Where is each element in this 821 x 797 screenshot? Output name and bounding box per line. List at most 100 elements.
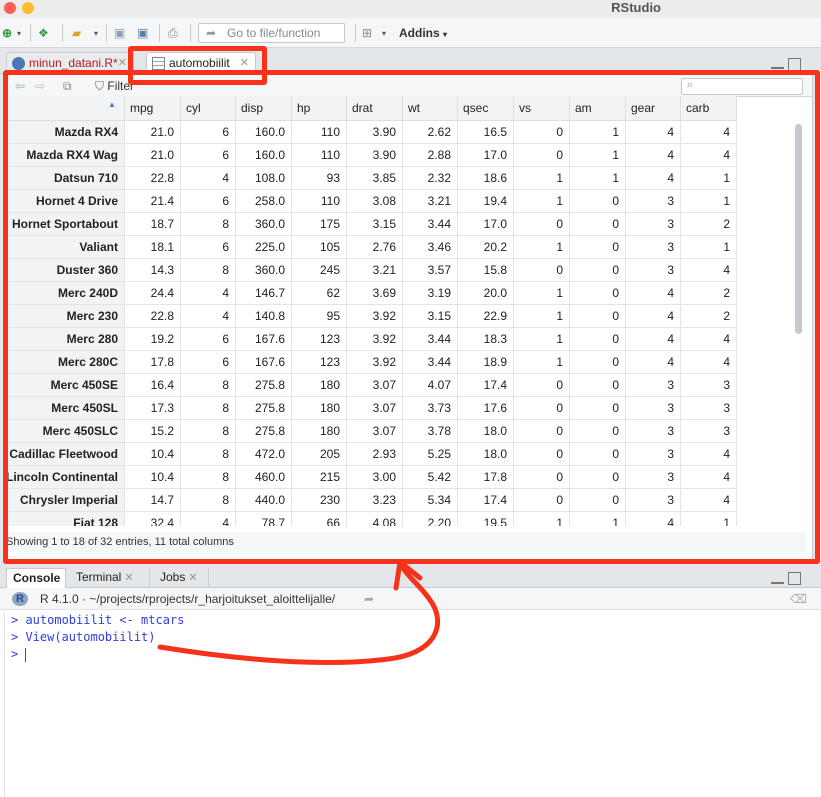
table-cell: 3.73 xyxy=(402,396,458,420)
new-file-icon[interactable]: ⊕ xyxy=(2,26,13,40)
console-header: R R 4.1.0 · ~/projects/rprojects/r_harjo… xyxy=(0,588,821,610)
table-cell: 6 xyxy=(180,350,236,374)
table-cell: 19.4 xyxy=(457,189,514,213)
popout-icon[interactable]: ⧉ xyxy=(63,78,72,93)
console-tab-bar: Console Terminal ✕ Jobs ✕ xyxy=(0,566,821,588)
tab-minun-datani[interactable]: minun_datani.R* ✕ xyxy=(6,52,134,74)
table-cell: 18.3 xyxy=(457,327,514,351)
table-cell: 160.0 xyxy=(235,120,292,144)
minimize-pane-icon[interactable] xyxy=(771,578,784,584)
table-cell: 5.34 xyxy=(402,488,458,512)
clear-console-icon[interactable]: ⌫ xyxy=(790,592,807,606)
close-tab-icon[interactable]: ✕ xyxy=(188,572,198,584)
table-cell: 2.20 xyxy=(402,511,458,526)
table-cell: 8 xyxy=(180,212,236,236)
print-icon[interactable]: ⎙ xyxy=(168,25,178,40)
main-toolbar: ⊕ ▾ ❖ ▰ ▾ ▣ ▣ ⎙ ➦ Go to file/function ⊞ … xyxy=(0,18,821,48)
minimize-pane-icon[interactable] xyxy=(771,63,784,69)
table-cell: 0 xyxy=(569,419,626,443)
pane-layout-icon[interactable]: ⊞ xyxy=(362,26,373,40)
row-name-cell: Merc 450SLC xyxy=(6,419,125,443)
close-tab-icon[interactable]: ✕ xyxy=(117,57,127,69)
table-cell: 140.8 xyxy=(235,304,292,328)
column-header-drat[interactable]: drat xyxy=(346,96,403,121)
column-header-wt[interactable]: wt xyxy=(402,96,458,121)
save-all-icon[interactable]: ▣ xyxy=(137,26,149,40)
table-header-row: mpg cyl disp hp drat wt qsec vs am gear carb xyxy=(6,96,737,121)
table-cell: 4.08 xyxy=(346,511,403,526)
table-cell: 17.8 xyxy=(457,465,514,489)
column-header-mpg[interactable]: mpg xyxy=(124,96,181,121)
open-file-icon[interactable]: ▰ xyxy=(72,26,82,40)
viewer-search-input[interactable]: ⌕ xyxy=(681,78,803,95)
column-header-carb[interactable]: carb xyxy=(680,96,737,121)
column-header-qsec[interactable]: qsec xyxy=(457,96,514,121)
tab-console[interactable]: Console xyxy=(6,568,66,588)
forward-icon[interactable]: ⇨ xyxy=(35,79,46,93)
table-cell: 0 xyxy=(569,189,626,213)
row-name-cell: Datsun 710 xyxy=(6,166,125,190)
save-icon[interactable]: ▣ xyxy=(114,26,126,40)
table-cell: 3 xyxy=(680,396,737,420)
go-to-file-input[interactable]: ➦ Go to file/function xyxy=(198,23,345,43)
table-cell: 3.08 xyxy=(346,189,403,213)
close-tab-icon[interactable]: ✕ xyxy=(239,57,249,69)
table-cell: 3.92 xyxy=(346,350,403,374)
title-bar: RStudio xyxy=(0,0,821,18)
open-file-dropdown-icon[interactable]: ▾ xyxy=(94,28,99,38)
addins-chevron-icon: ▾ xyxy=(443,30,448,39)
table-cell: 0 xyxy=(513,120,570,144)
column-header-disp[interactable]: disp xyxy=(235,96,292,121)
table-cell: 472.0 xyxy=(235,442,292,466)
table-cell: 8 xyxy=(180,419,236,443)
column-header-gear[interactable]: gear xyxy=(625,96,681,121)
maximize-pane-icon[interactable] xyxy=(788,58,801,71)
close-tab-icon[interactable]: ✕ xyxy=(124,572,134,584)
row-name-cell: Mazda RX4 xyxy=(6,120,125,144)
close-window-button[interactable] xyxy=(4,2,16,14)
column-header-rownames[interactable] xyxy=(6,96,125,121)
column-header-am[interactable]: am xyxy=(569,96,626,121)
minimize-window-button[interactable] xyxy=(22,2,34,14)
goto-dir-icon[interactable]: ➦ xyxy=(364,592,375,606)
filter-button[interactable]: ⛉ Filter xyxy=(95,79,134,94)
table-cell: 1 xyxy=(513,281,570,305)
tab-terminal[interactable]: Terminal ✕ xyxy=(70,568,150,588)
console-output[interactable]: > automobiilit <- mtcars > View(automobi… xyxy=(4,612,814,797)
table-cell: 0 xyxy=(569,396,626,420)
tab-automobiilit[interactable]: automobiilit ✕ xyxy=(146,52,256,75)
console-prompt-line[interactable]: > xyxy=(5,646,814,663)
table-cell: 3.15 xyxy=(402,304,458,328)
table-cell: 3.19 xyxy=(402,281,458,305)
maximize-pane-icon[interactable] xyxy=(788,572,801,585)
table-cell: 4 xyxy=(625,120,681,144)
table-cell: 4 xyxy=(680,120,737,144)
table-cell: 3 xyxy=(625,373,681,397)
table-cell: 4 xyxy=(625,327,681,351)
pane-layout-dropdown-icon[interactable]: ▾ xyxy=(382,28,387,38)
column-header-cyl[interactable]: cyl xyxy=(180,96,236,121)
back-icon[interactable]: ⇦ xyxy=(15,79,26,93)
table-cell: 16.5 xyxy=(457,120,514,144)
table-cell: 1 xyxy=(680,189,737,213)
column-header-vs[interactable]: vs xyxy=(513,96,570,121)
row-name-cell: Lincoln Continental xyxy=(6,465,125,489)
column-header-hp[interactable]: hp xyxy=(291,96,347,121)
addins-menu[interactable]: Addins ▾ xyxy=(399,26,447,40)
data-table: mpg cyl disp hp drat wt qsec vs am gear carb Mazda… xyxy=(6,96,737,526)
table-cell: 4 xyxy=(180,511,236,526)
table-cell: 2.62 xyxy=(402,120,458,144)
table-cell: 17.0 xyxy=(457,143,514,167)
table-cell: 0 xyxy=(569,304,626,328)
tab-jobs[interactable]: Jobs ✕ xyxy=(154,568,209,588)
table-cell: 14.3 xyxy=(124,258,181,282)
table-cell: 3 xyxy=(625,235,681,259)
table-row: Mazda RX4 Wag 21.0 6 160.0 110 3.90 2.88 17.0 0 1… xyxy=(6,143,737,167)
new-file-dropdown-icon[interactable]: ▾ xyxy=(17,28,22,38)
window-title: RStudio xyxy=(611,0,661,15)
new-project-icon[interactable]: ❖ xyxy=(38,26,49,40)
table-cell: 17.6 xyxy=(457,396,514,420)
table-cell: 3.78 xyxy=(402,419,458,443)
vertical-scrollbar[interactable] xyxy=(795,124,802,334)
table-cell: 19.2 xyxy=(124,327,181,351)
